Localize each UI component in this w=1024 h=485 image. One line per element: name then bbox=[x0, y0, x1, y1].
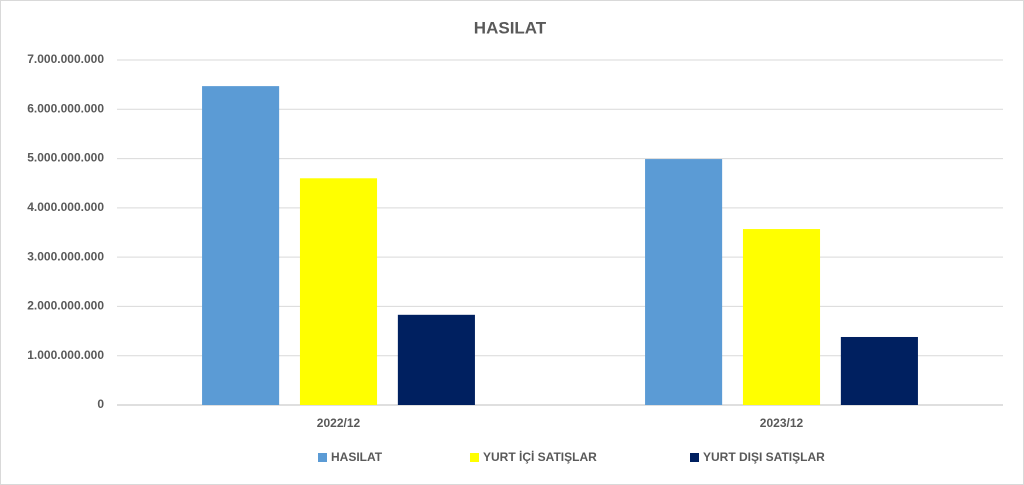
legend-label: YURT İÇİ SATIŞLAR bbox=[483, 449, 597, 464]
y-tick-label: 4.000.000.000 bbox=[27, 200, 104, 214]
bar bbox=[299, 178, 378, 405]
y-tick-label: 7.000.000.000 bbox=[27, 52, 104, 66]
legend-label: YURT DIŞI SATIŞLAR bbox=[703, 450, 825, 464]
y-tick-label: 0 bbox=[97, 397, 104, 411]
x-tick-label: 2022/12 bbox=[317, 416, 361, 430]
bar bbox=[397, 314, 475, 405]
legend-swatch bbox=[318, 453, 327, 462]
y-tick-label: 2.000.000.000 bbox=[27, 299, 104, 313]
y-tick-label: 3.000.000.000 bbox=[27, 249, 104, 263]
y-tick-label: 6.000.000.000 bbox=[27, 101, 104, 115]
bar bbox=[202, 86, 280, 405]
bar bbox=[645, 159, 723, 405]
chart-title: HASILAT bbox=[474, 18, 547, 37]
y-tick-label: 5.000.000.000 bbox=[27, 151, 104, 165]
bar bbox=[840, 336, 918, 405]
legend-swatch bbox=[690, 453, 699, 462]
legend-label: HASILAT bbox=[331, 450, 383, 464]
y-tick-label: 1.000.000.000 bbox=[27, 348, 104, 362]
x-tick-label: 2023/12 bbox=[760, 416, 804, 430]
bar bbox=[742, 229, 821, 405]
legend-swatch bbox=[470, 453, 479, 462]
